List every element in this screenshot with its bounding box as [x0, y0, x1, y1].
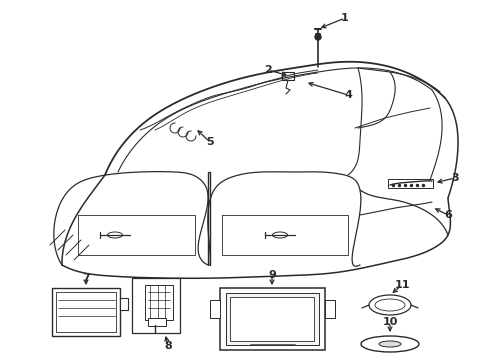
Text: 2: 2 [264, 65, 271, 75]
Bar [145, 285, 173, 320]
Bar [209, 300, 220, 318]
Text: 1: 1 [341, 13, 348, 23]
Bar [282, 72, 293, 80]
Text: 8: 8 [164, 341, 171, 351]
Text: 11: 11 [393, 280, 409, 290]
Ellipse shape [368, 295, 410, 315]
Bar [148, 318, 165, 326]
Bar [220, 288, 325, 350]
Circle shape [314, 34, 320, 40]
Bar [225, 293, 318, 345]
Text: 3: 3 [450, 173, 458, 183]
Ellipse shape [107, 232, 122, 238]
Text: 5: 5 [206, 137, 213, 147]
Bar [325, 300, 334, 318]
Bar [132, 278, 180, 333]
Text: 10: 10 [382, 317, 397, 327]
Text: 6: 6 [443, 210, 451, 220]
Ellipse shape [378, 341, 400, 347]
Bar [56, 292, 116, 332]
Text: 4: 4 [344, 90, 351, 100]
Bar [229, 297, 313, 341]
Text: 7: 7 [82, 273, 90, 283]
Bar [52, 288, 120, 336]
Ellipse shape [360, 336, 418, 352]
Ellipse shape [374, 299, 404, 311]
Text: 9: 9 [267, 270, 275, 280]
Ellipse shape [272, 232, 287, 238]
Bar [120, 298, 128, 310]
Bar [387, 179, 432, 188]
